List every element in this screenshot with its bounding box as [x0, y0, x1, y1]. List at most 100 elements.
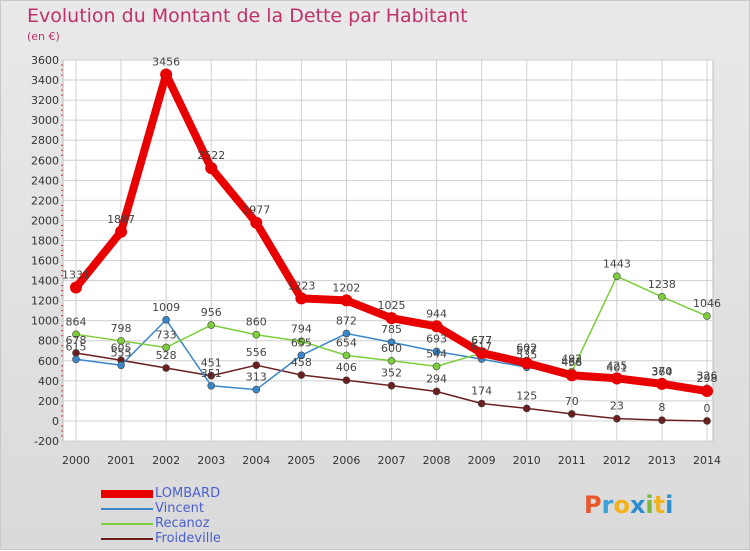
data-label-froideville: 678 — [66, 334, 87, 347]
y-tick-label: 2800 — [31, 134, 59, 147]
data-point-lombard — [115, 225, 128, 238]
data-point-froideville — [297, 371, 306, 379]
data-label-froideville: 70 — [565, 395, 579, 408]
y-tick-label: 1400 — [31, 275, 59, 288]
x-tick-label: 2008 — [423, 454, 451, 467]
x-tick-label: 2001 — [107, 454, 135, 467]
data-label-froideville: 174 — [471, 385, 492, 398]
y-tick-label: 3400 — [31, 74, 59, 87]
y-tick-label: 800 — [38, 335, 59, 348]
data-label-vincent: 351 — [201, 367, 222, 380]
data-point-lombard — [655, 377, 668, 390]
data-label-lombard: 456 — [561, 356, 582, 369]
data-point-recanoz — [342, 351, 351, 360]
data-label-vincent: 555 — [111, 346, 132, 359]
data-point-lombard — [385, 312, 398, 325]
legend-swatch-lombard — [101, 490, 153, 498]
data-label-lombard: 370 — [651, 365, 672, 378]
data-label-lombard: 1202 — [332, 281, 360, 294]
y-tick-label: -200 — [34, 435, 59, 448]
data-point-lombard — [205, 162, 218, 175]
data-point-recanoz — [387, 356, 396, 365]
data-point-froideville — [252, 361, 261, 370]
data-label-vincent: 693 — [426, 332, 447, 345]
data-label-lombard: 3456 — [152, 55, 180, 68]
data-label-froideville: 406 — [336, 361, 357, 374]
data-label-froideville: 0 — [704, 402, 711, 415]
legend-swatch-froideville — [101, 538, 153, 540]
y-tick-label: 600 — [38, 355, 59, 368]
x-tick-label: 2003 — [197, 454, 225, 467]
data-label-recanoz: 1046 — [693, 297, 721, 310]
data-point-vincent — [162, 315, 170, 324]
data-label-lombard: 1887 — [107, 213, 135, 226]
data-label-vincent: 535 — [516, 348, 537, 361]
data-label-recanoz: 492 — [561, 353, 582, 366]
data-label-vincent: 617 — [471, 340, 492, 353]
data-label-froideville: 23 — [610, 400, 624, 413]
y-tick-label: 1200 — [31, 295, 59, 308]
x-tick-label: 2004 — [242, 454, 270, 467]
legend-swatch-recanoz — [101, 523, 153, 525]
data-point-lombard — [565, 369, 578, 382]
data-point-froideville — [658, 416, 666, 424]
x-tick-label: 2002 — [152, 454, 180, 467]
data-label-froideville: 8 — [658, 401, 665, 414]
data-point-froideville — [567, 410, 576, 418]
data-label-froideville: 605 — [111, 341, 132, 354]
y-tick-label: 2000 — [31, 214, 59, 227]
data-label-vincent: 615 — [66, 340, 87, 353]
legend-label-lombard: LOMBARD — [155, 486, 221, 501]
x-tick-label: 2014 — [693, 454, 721, 467]
y-tick-label: 0 — [52, 415, 59, 428]
y-tick-label: 3000 — [31, 114, 59, 127]
data-label-froideville: 294 — [426, 372, 447, 385]
data-point-lombard — [610, 372, 623, 385]
data-point-froideville — [703, 417, 711, 425]
logo-letter: r — [601, 491, 614, 519]
data-label-lombard: 425 — [606, 359, 627, 372]
data-label-vincent: 1009 — [152, 301, 180, 314]
data-point-lombard — [160, 68, 173, 81]
data-label-lombard: 298 — [697, 372, 718, 385]
data-point-vincent — [207, 381, 216, 390]
data-point-recanoz — [207, 321, 216, 329]
y-tick-label: 2200 — [31, 194, 59, 207]
data-label-recanoz: 794 — [291, 322, 312, 335]
data-label-recanoz: 1443 — [603, 257, 631, 270]
x-tick-label: 2010 — [513, 454, 541, 467]
data-label-recanoz: 600 — [381, 342, 402, 355]
y-tick-label: 3600 — [31, 54, 59, 67]
logo-letter: P — [584, 491, 602, 519]
data-label-froideville: 451 — [201, 357, 222, 370]
data-point-lombard — [295, 292, 308, 305]
data-point-froideville — [387, 381, 396, 390]
data-point-recanoz — [117, 337, 125, 345]
data-point-recanoz — [72, 330, 80, 339]
data-label-vincent: 872 — [336, 315, 357, 328]
data-point-recanoz — [162, 343, 170, 352]
data-label-vincent: 401 — [606, 362, 627, 375]
data-point-recanoz — [432, 362, 441, 371]
x-tick-label: 2011 — [558, 454, 586, 467]
y-tick-label: 1600 — [31, 255, 59, 268]
chart-title: Evolution du Montant de la Dette par Hab… — [27, 5, 468, 27]
data-point-vincent — [342, 329, 351, 338]
data-label-froideville: 458 — [291, 356, 312, 369]
data-label-lombard: 944 — [426, 307, 447, 320]
data-label-lombard: 1331 — [62, 268, 90, 281]
data-point-lombard — [340, 294, 353, 307]
data-label-recanoz: 733 — [156, 328, 177, 341]
data-label-recanoz: 798 — [111, 322, 132, 335]
data-label-recanoz: 544 — [426, 347, 447, 360]
data-label-vincent: 785 — [381, 323, 402, 336]
data-label-froideville: 125 — [516, 389, 537, 402]
data-point-froideville — [522, 404, 531, 413]
legend-label-recanoz: Recanoz — [155, 516, 210, 531]
data-point-vincent — [117, 361, 125, 370]
data-point-froideville — [613, 414, 621, 423]
x-tick-label: 2012 — [603, 454, 631, 467]
data-point-lombard — [250, 216, 263, 229]
data-point-froideville — [162, 364, 170, 372]
